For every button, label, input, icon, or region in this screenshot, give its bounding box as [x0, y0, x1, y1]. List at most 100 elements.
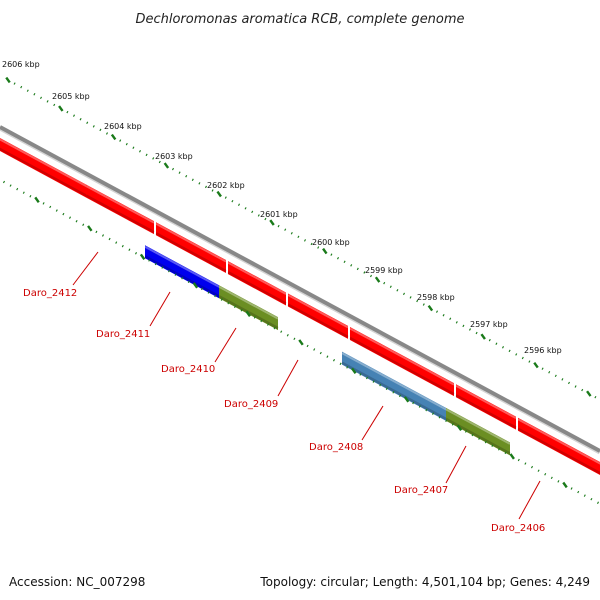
gene-highlight — [349, 327, 455, 386]
ruler-label: 2606 kbp — [2, 60, 40, 69]
gene-body — [456, 384, 516, 430]
gene-body — [518, 417, 600, 475]
outer-minor-tick — [521, 356, 524, 360]
inner-minor-tick — [68, 216, 72, 219]
inner-minor-tick — [326, 355, 329, 358]
inner-minor-tick — [385, 387, 388, 390]
gene-body — [228, 261, 286, 306]
outer-minor-tick — [72, 114, 76, 117]
inner-minor-tick — [313, 348, 316, 351]
outer-major-tick — [163, 162, 170, 169]
gene-shade — [144, 255, 220, 298]
gene-label-leaders — [72, 251, 541, 520]
inner-minor-tick — [115, 241, 118, 244]
outer-minor-tick — [561, 378, 564, 381]
gene-leader-line — [445, 445, 467, 484]
minus-strand-genes — [144, 245, 511, 456]
inner-minor-tick — [121, 244, 124, 248]
inner-minor-tick — [128, 248, 131, 251]
outer-minor-tick — [508, 349, 511, 353]
gene-highlight — [287, 294, 349, 329]
inner-minor-tick — [577, 490, 580, 494]
inner-minor-tick — [220, 298, 223, 301]
inner-minor-tick — [2, 180, 6, 184]
inner-major-tick — [351, 367, 357, 375]
outer-minor-tick — [204, 185, 208, 189]
outer-major-tick — [374, 276, 381, 283]
outer-minor-tick — [297, 235, 300, 239]
minus-gene-1 — [144, 245, 220, 299]
gene-highlight — [227, 261, 287, 295]
gene-label: Daro_2408 — [309, 442, 363, 453]
inner-minor-tick — [332, 358, 336, 362]
gene-shade — [349, 336, 455, 396]
outer-minor-tick — [369, 274, 373, 278]
outer-minor-tick — [581, 388, 584, 392]
inner-major-tick — [509, 453, 515, 460]
inner-minor-tick — [293, 337, 296, 341]
outer-minor-tick — [501, 346, 505, 349]
outer-minor-tick — [442, 313, 445, 317]
gene-body — [342, 351, 446, 421]
outer-minor-tick — [125, 142, 128, 146]
outer-minor-tick — [178, 171, 181, 174]
inner-minor-tick — [524, 462, 527, 465]
outer-minor-tick — [383, 281, 386, 285]
outer-minor-tick — [402, 292, 406, 296]
outer-minor-tick — [330, 253, 333, 256]
inner-minor-tick — [590, 497, 593, 501]
outer-minor-tick — [455, 321, 458, 324]
outer-minor-tick — [495, 342, 498, 345]
gene-shade — [227, 271, 287, 305]
plus-strand-genes — [0, 138, 600, 475]
outer-minor-tick — [132, 146, 135, 149]
gene-leader-line — [361, 405, 384, 441]
outer-minor-tick — [26, 89, 29, 92]
accession-text: Accession: NC_007298 — [9, 575, 145, 589]
inner-major-tick — [403, 396, 410, 403]
gene-shade — [445, 417, 511, 455]
gene-highlight — [517, 418, 600, 465]
outer-minor-tick — [541, 367, 544, 370]
inner-minor-tick — [253, 316, 256, 319]
gene-leader-line — [72, 251, 99, 286]
plus-gene-2 — [85, 184, 155, 235]
gene-body — [145, 245, 219, 299]
outer-minor-tick — [138, 150, 142, 153]
inner-minor-tick — [266, 323, 270, 326]
gene-highlight — [455, 384, 517, 420]
inner-minor-tick — [530, 465, 534, 469]
inner-minor-tick — [346, 366, 349, 369]
inner-minor-tick — [29, 195, 32, 198]
gene-body — [446, 407, 510, 456]
gene-highlight — [85, 185, 155, 224]
inner-minor-tick — [491, 444, 494, 447]
ruler-label: 2598 kbp — [417, 293, 455, 302]
inner-minor-tick — [174, 273, 177, 276]
outer-minor-tick — [548, 371, 551, 374]
outer-minor-tick — [310, 242, 313, 246]
gene-leader-line — [149, 291, 171, 327]
outer-minor-tick — [39, 96, 43, 100]
inner-minor-tick — [214, 294, 217, 298]
inner-minor-tick — [154, 262, 157, 266]
gene-shade — [455, 394, 517, 429]
ruler-label-group: 2606 kbp 2605 kbp 2604 kbp 2603 kbp 2602 kbp… — [2, 60, 562, 355]
inner-minor-tick — [497, 448, 501, 451]
outer-minor-tick — [449, 317, 452, 321]
inner-minor-tick — [62, 212, 65, 216]
ruler-label: 2601 kbp — [260, 210, 298, 219]
gene-shade — [155, 232, 227, 273]
gene-body — [86, 184, 154, 235]
outer-minor-tick — [422, 303, 425, 306]
gene-label: Daro_2412 — [23, 288, 77, 299]
outer-minor-tick — [284, 228, 287, 231]
inner-minor-tick — [570, 487, 573, 490]
plus-gene-7 — [455, 384, 517, 430]
minus-gene-4 — [445, 407, 511, 456]
ruler-label: 2602 kbp — [207, 181, 245, 190]
outer-major-tick — [322, 247, 328, 255]
outer-tick-ruler — [5, 76, 597, 399]
